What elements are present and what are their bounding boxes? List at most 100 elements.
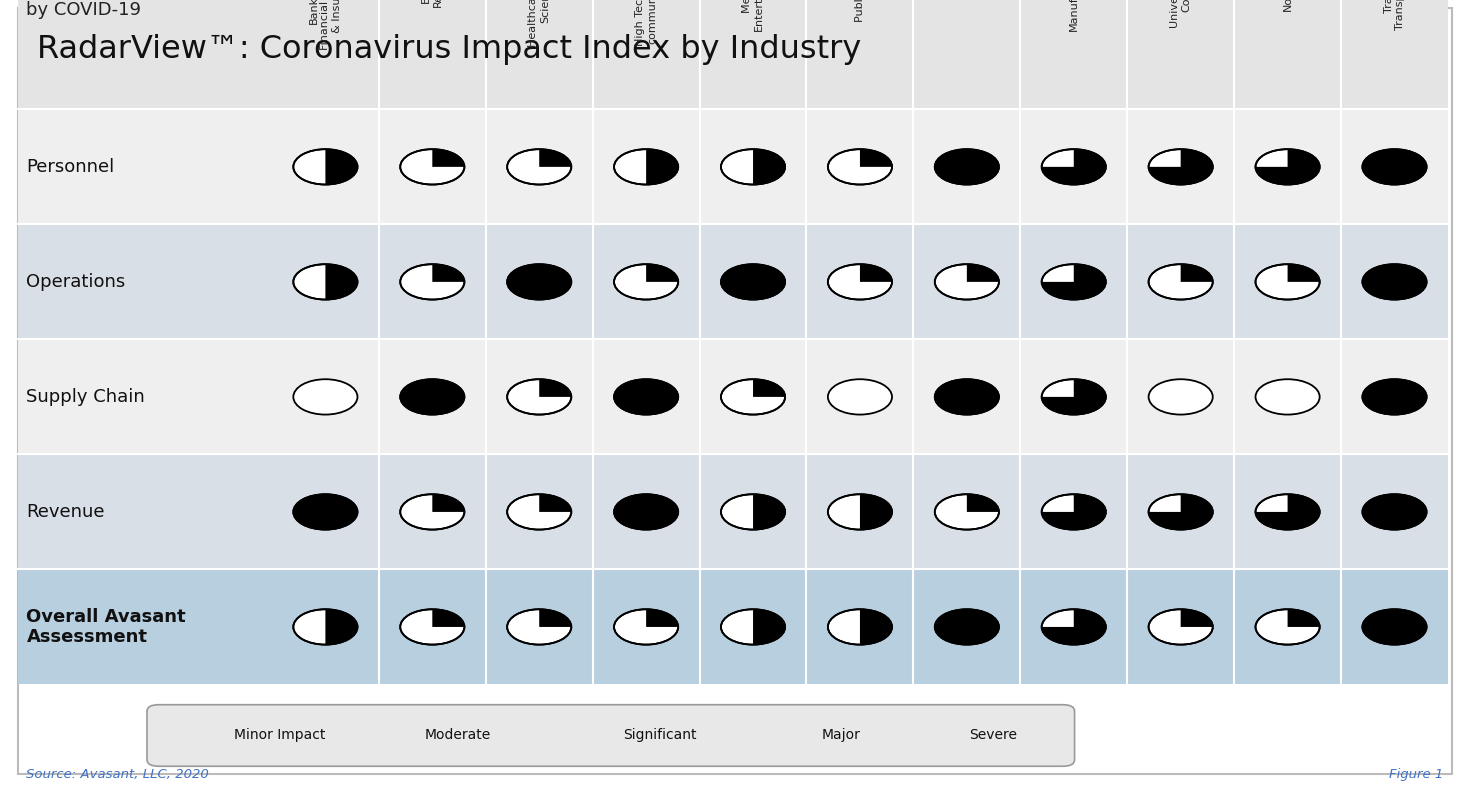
Circle shape xyxy=(614,379,678,415)
FancyBboxPatch shape xyxy=(18,569,1448,684)
Circle shape xyxy=(1148,149,1213,185)
Circle shape xyxy=(1042,609,1105,645)
Text: Energy &
Resources: Energy & Resources xyxy=(422,0,442,6)
Wedge shape xyxy=(753,609,785,645)
Circle shape xyxy=(614,379,678,415)
Circle shape xyxy=(1255,494,1320,530)
Text: Significant: Significant xyxy=(623,728,697,743)
Wedge shape xyxy=(647,149,678,185)
Wedge shape xyxy=(382,720,410,735)
FancyBboxPatch shape xyxy=(272,0,1448,109)
Wedge shape xyxy=(1255,494,1320,530)
Wedge shape xyxy=(860,494,892,530)
Circle shape xyxy=(1255,264,1320,300)
Text: Figure 1: Figure 1 xyxy=(1389,768,1444,781)
Text: Moderate: Moderate xyxy=(425,728,491,743)
Circle shape xyxy=(720,494,785,530)
Text: Categories affected
by COVID-19: Categories affected by COVID-19 xyxy=(26,0,203,19)
Circle shape xyxy=(935,494,1000,530)
FancyBboxPatch shape xyxy=(18,0,272,109)
Wedge shape xyxy=(753,494,785,530)
Wedge shape xyxy=(753,379,785,397)
Circle shape xyxy=(400,609,465,645)
Wedge shape xyxy=(1255,149,1320,185)
Wedge shape xyxy=(751,720,807,751)
Text: Healthcare & Life
Sciences: Healthcare & Life Sciences xyxy=(528,0,550,47)
FancyBboxPatch shape xyxy=(18,224,1448,339)
Circle shape xyxy=(1255,379,1320,415)
Wedge shape xyxy=(1288,264,1320,282)
Circle shape xyxy=(1042,494,1105,530)
Text: Severe: Severe xyxy=(969,728,1017,743)
Circle shape xyxy=(294,494,357,530)
FancyBboxPatch shape xyxy=(18,454,1448,569)
Circle shape xyxy=(1363,379,1426,415)
Circle shape xyxy=(163,720,219,751)
Circle shape xyxy=(507,264,572,300)
Text: Public Sector: Public Sector xyxy=(856,0,864,22)
Circle shape xyxy=(935,379,1000,415)
FancyBboxPatch shape xyxy=(18,109,1448,224)
Circle shape xyxy=(1363,494,1426,530)
Circle shape xyxy=(1363,609,1426,645)
Circle shape xyxy=(1148,609,1213,645)
Circle shape xyxy=(1363,494,1426,530)
Circle shape xyxy=(935,264,1000,300)
Circle shape xyxy=(751,720,807,751)
Circle shape xyxy=(614,149,678,185)
Wedge shape xyxy=(967,264,1000,282)
Circle shape xyxy=(828,264,892,300)
Circle shape xyxy=(400,379,465,415)
Wedge shape xyxy=(325,264,357,300)
Circle shape xyxy=(1042,149,1105,185)
Wedge shape xyxy=(432,264,465,282)
Circle shape xyxy=(507,609,572,645)
Wedge shape xyxy=(1042,149,1105,185)
Circle shape xyxy=(1148,264,1213,300)
Wedge shape xyxy=(753,149,785,185)
Wedge shape xyxy=(1288,609,1320,627)
Circle shape xyxy=(400,149,465,185)
Circle shape xyxy=(1363,264,1426,300)
Circle shape xyxy=(1363,609,1426,645)
Wedge shape xyxy=(1180,264,1213,282)
Circle shape xyxy=(400,494,465,530)
Text: Universities &
Colleges: Universities & Colleges xyxy=(1170,0,1192,28)
Circle shape xyxy=(720,609,785,645)
Circle shape xyxy=(507,379,572,415)
Circle shape xyxy=(720,379,785,415)
Circle shape xyxy=(614,609,678,645)
Text: Minor Impact: Minor Impact xyxy=(234,728,325,743)
Circle shape xyxy=(614,494,678,530)
Wedge shape xyxy=(581,720,609,751)
Text: Manufacturing: Manufacturing xyxy=(1069,0,1079,31)
Wedge shape xyxy=(860,149,892,167)
Circle shape xyxy=(828,379,892,415)
Text: Revenue: Revenue xyxy=(26,503,104,521)
Circle shape xyxy=(1363,264,1426,300)
Circle shape xyxy=(294,264,357,300)
Wedge shape xyxy=(539,149,572,167)
Wedge shape xyxy=(647,609,678,627)
Circle shape xyxy=(828,494,892,530)
Circle shape xyxy=(1363,379,1426,415)
Circle shape xyxy=(614,494,678,530)
Circle shape xyxy=(507,494,572,530)
Circle shape xyxy=(1042,379,1105,415)
Wedge shape xyxy=(325,149,357,185)
Circle shape xyxy=(720,264,785,300)
Circle shape xyxy=(507,264,572,300)
FancyBboxPatch shape xyxy=(147,705,1075,766)
Wedge shape xyxy=(860,609,892,645)
Circle shape xyxy=(1042,264,1105,300)
Wedge shape xyxy=(1042,494,1105,530)
FancyBboxPatch shape xyxy=(18,339,1448,454)
Circle shape xyxy=(400,379,465,415)
Text: Source: Avasant, LLC, 2020: Source: Avasant, LLC, 2020 xyxy=(26,768,209,781)
Circle shape xyxy=(294,609,357,645)
Circle shape xyxy=(935,149,1000,185)
Circle shape xyxy=(294,149,357,185)
Wedge shape xyxy=(1180,609,1213,627)
Wedge shape xyxy=(432,494,465,512)
Wedge shape xyxy=(539,609,572,627)
